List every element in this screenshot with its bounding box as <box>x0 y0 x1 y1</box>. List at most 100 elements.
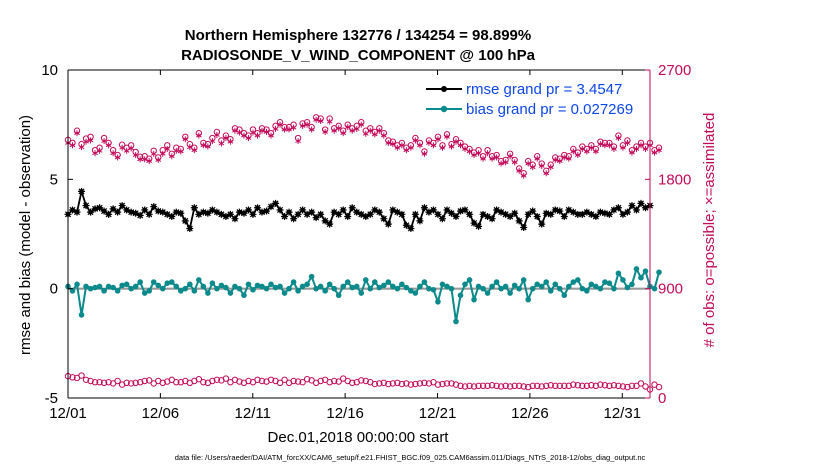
rmse-point-star <box>127 208 135 216</box>
obs-assimilated-point <box>128 145 135 152</box>
obs-assimilated-point <box>195 132 202 139</box>
obs-assimilated-point <box>119 144 125 151</box>
obs-possible-point <box>127 380 135 387</box>
rmse-point-star <box>267 203 275 211</box>
bias-point <box>552 281 559 288</box>
rmse-point-star <box>583 208 591 216</box>
rmse-point-star <box>447 209 455 217</box>
obs-possible-point <box>394 379 401 387</box>
obs-possible-point <box>619 383 627 390</box>
obs-assimilated-point <box>141 156 148 163</box>
bias-point <box>254 282 261 289</box>
obs-possible-point <box>615 382 622 390</box>
rmse-point-star <box>136 211 144 219</box>
obs-assimilated-point <box>439 144 446 151</box>
obs-possible-point <box>209 377 216 385</box>
obs-possible-point <box>588 382 595 389</box>
obs-assimilated-point <box>389 141 396 148</box>
bias-point <box>656 269 662 276</box>
obs-assimilated-point <box>308 126 315 133</box>
rmse-point-star <box>438 215 446 223</box>
bias-point <box>547 288 554 294</box>
bias-point <box>281 290 288 296</box>
bias-point <box>241 292 247 299</box>
bias-point <box>385 279 392 285</box>
obs-possible-point <box>69 374 76 381</box>
bias-point <box>123 281 130 288</box>
bias-point <box>390 283 396 290</box>
obs-assimilated-point <box>92 150 98 157</box>
x-tick-label: 12/16 <box>326 405 364 422</box>
rmse-point-star <box>493 206 501 214</box>
obs-assimilated-point <box>191 147 198 154</box>
obs-possible-point <box>421 379 428 387</box>
obs-possible-point <box>349 379 356 387</box>
bias-point <box>376 284 383 291</box>
bias-point <box>611 285 617 292</box>
bias-point <box>629 281 635 288</box>
obs-assimilated-point <box>250 129 256 136</box>
bias-point <box>146 288 153 294</box>
rmse-point-star <box>195 210 203 218</box>
bias-point <box>642 268 649 274</box>
obs-assimilated-point <box>218 140 225 147</box>
rmse-point-star <box>619 210 627 218</box>
obs-assimilated-point <box>123 147 130 154</box>
rmse-point-star <box>375 208 383 216</box>
rmse-point-star <box>628 202 636 210</box>
rmse-point-star <box>186 225 194 233</box>
obs-assimilated-point <box>87 137 94 144</box>
bias-point <box>114 288 121 294</box>
obs-possible-point <box>610 382 618 389</box>
rmse-point-star <box>114 208 122 216</box>
rmse-point-star <box>118 202 126 210</box>
obs-assimilated-point <box>322 128 329 135</box>
obs-assimilated-point <box>78 144 85 151</box>
obs-possible-point <box>330 377 338 385</box>
obs-possible-point <box>642 383 649 390</box>
obs-possible-point <box>195 375 203 383</box>
obs-possible-point <box>592 382 600 390</box>
obs-possible-point <box>570 381 577 388</box>
bias-point <box>403 284 410 291</box>
bias-point <box>159 285 166 292</box>
rmse-point-star <box>434 210 442 218</box>
obs-assimilated-point <box>484 150 491 157</box>
obs-assimilated-point <box>236 129 243 136</box>
bias-point <box>101 288 107 294</box>
obs-possible-point <box>448 380 455 387</box>
bias-point <box>326 281 333 288</box>
obs-possible-point <box>177 379 184 386</box>
obs-possible-point <box>565 382 572 390</box>
bias-point <box>141 290 148 296</box>
obs-possible-point <box>543 382 550 390</box>
rmse-point-star <box>181 217 189 225</box>
rmse-point-star <box>348 204 356 212</box>
obs-possible-point <box>100 379 108 387</box>
obs-assimilated-point <box>209 138 216 145</box>
bias-point <box>534 281 541 288</box>
rmse-point-star <box>466 210 474 218</box>
rmse-point-star <box>299 206 307 214</box>
legend-box <box>420 76 648 120</box>
obs-assimilated-point <box>353 125 360 132</box>
obs-assimilated-point <box>511 159 518 166</box>
obs-possible-point <box>579 382 586 390</box>
obs-assimilated-point <box>335 125 342 132</box>
obs-assimilated-point <box>394 144 401 151</box>
bias-point <box>313 285 319 292</box>
rmse-point-star <box>475 222 483 230</box>
obs-assimilated-point <box>83 138 89 145</box>
obs-possible-point <box>132 379 139 387</box>
rmse-point-star <box>308 208 316 216</box>
rmse-point-star <box>614 204 622 212</box>
obs-possible-point <box>534 382 541 390</box>
obs-possible-point <box>146 377 153 384</box>
obs-assimilated-point <box>286 126 292 133</box>
bias-point <box>173 283 180 290</box>
obs-possible-point <box>439 380 446 388</box>
legend-bias-label: bias grand pr = 0.027269 <box>466 101 633 118</box>
bias-point <box>507 290 513 296</box>
bias-point <box>263 285 270 292</box>
obs-assimilated-point <box>96 147 103 154</box>
